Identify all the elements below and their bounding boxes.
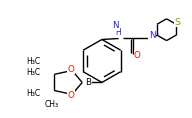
Text: N: N: [113, 21, 119, 30]
Text: H: H: [115, 28, 121, 37]
Text: CH₃: CH₃: [45, 100, 59, 109]
Text: O: O: [68, 91, 74, 100]
Text: O: O: [68, 65, 74, 74]
Text: H₃C: H₃C: [26, 68, 41, 77]
Text: S: S: [174, 18, 180, 27]
Text: B: B: [85, 78, 91, 87]
Text: O: O: [134, 51, 141, 60]
Text: H₃C: H₃C: [26, 57, 41, 66]
Text: N: N: [149, 31, 156, 40]
Text: H₃C: H₃C: [26, 89, 41, 98]
